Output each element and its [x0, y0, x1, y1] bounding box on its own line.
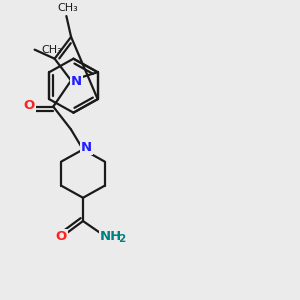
- Text: 2: 2: [118, 234, 125, 244]
- Text: O: O: [23, 99, 35, 112]
- Text: CH₃: CH₃: [41, 45, 62, 55]
- Text: O: O: [55, 230, 67, 243]
- Text: N: N: [71, 75, 82, 88]
- Text: N: N: [81, 141, 92, 154]
- Text: CH₃: CH₃: [58, 3, 78, 13]
- Text: NH: NH: [100, 230, 122, 243]
